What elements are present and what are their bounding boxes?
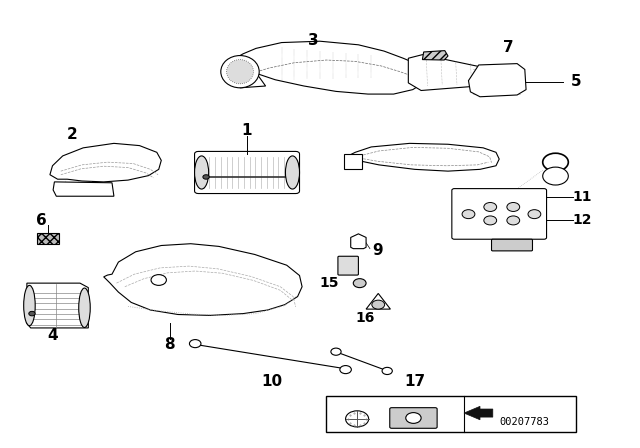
Circle shape: [484, 216, 497, 225]
Circle shape: [462, 210, 475, 219]
Text: 16: 16: [355, 311, 374, 325]
Polygon shape: [408, 55, 493, 90]
Circle shape: [372, 300, 385, 309]
Text: 6: 6: [36, 213, 47, 228]
Text: 13: 13: [550, 172, 561, 181]
Text: 5: 5: [571, 74, 581, 89]
Polygon shape: [473, 77, 522, 82]
Text: 15: 15: [320, 276, 339, 290]
Text: 2: 2: [67, 127, 77, 142]
Ellipse shape: [221, 56, 259, 88]
FancyBboxPatch shape: [390, 408, 437, 428]
FancyBboxPatch shape: [344, 154, 362, 169]
Polygon shape: [50, 143, 161, 182]
Polygon shape: [104, 244, 302, 315]
Circle shape: [543, 167, 568, 185]
Ellipse shape: [285, 156, 300, 189]
Circle shape: [331, 348, 341, 355]
Circle shape: [29, 311, 35, 316]
FancyBboxPatch shape: [452, 189, 547, 239]
Ellipse shape: [227, 60, 253, 84]
Circle shape: [484, 202, 497, 211]
Polygon shape: [468, 64, 526, 97]
Circle shape: [406, 413, 421, 423]
Circle shape: [507, 216, 520, 225]
Text: 00207783: 00207783: [500, 418, 550, 427]
Polygon shape: [351, 143, 499, 171]
Text: 1: 1: [242, 123, 252, 138]
Ellipse shape: [195, 156, 209, 189]
Circle shape: [528, 210, 541, 219]
Polygon shape: [464, 406, 493, 420]
Circle shape: [507, 202, 520, 211]
FancyBboxPatch shape: [492, 239, 532, 251]
Text: 12: 12: [573, 212, 592, 227]
Circle shape: [189, 340, 201, 348]
Text: 9: 9: [372, 243, 383, 258]
Polygon shape: [53, 182, 114, 196]
Circle shape: [353, 279, 366, 288]
Polygon shape: [240, 41, 426, 94]
Text: 10: 10: [261, 374, 283, 389]
Circle shape: [151, 275, 166, 285]
FancyBboxPatch shape: [195, 151, 300, 194]
Circle shape: [203, 175, 209, 179]
Text: 3: 3: [308, 33, 319, 48]
FancyBboxPatch shape: [338, 256, 358, 275]
Circle shape: [382, 367, 392, 375]
Polygon shape: [351, 234, 366, 249]
Text: 11: 11: [573, 190, 592, 204]
Text: 8: 8: [164, 336, 175, 352]
Circle shape: [543, 153, 568, 171]
Ellipse shape: [79, 288, 90, 327]
Circle shape: [346, 411, 369, 427]
Ellipse shape: [24, 285, 35, 326]
Bar: [326, 396, 576, 432]
Polygon shape: [366, 293, 390, 309]
Text: 14: 14: [401, 398, 419, 411]
Text: 7: 7: [504, 39, 514, 55]
Text: 14: 14: [550, 158, 561, 167]
Text: 4: 4: [47, 327, 58, 343]
Polygon shape: [27, 283, 88, 328]
Polygon shape: [422, 51, 448, 60]
Text: 13: 13: [337, 398, 355, 411]
Circle shape: [340, 366, 351, 374]
Text: 17: 17: [404, 374, 426, 389]
FancyBboxPatch shape: [37, 233, 59, 244]
